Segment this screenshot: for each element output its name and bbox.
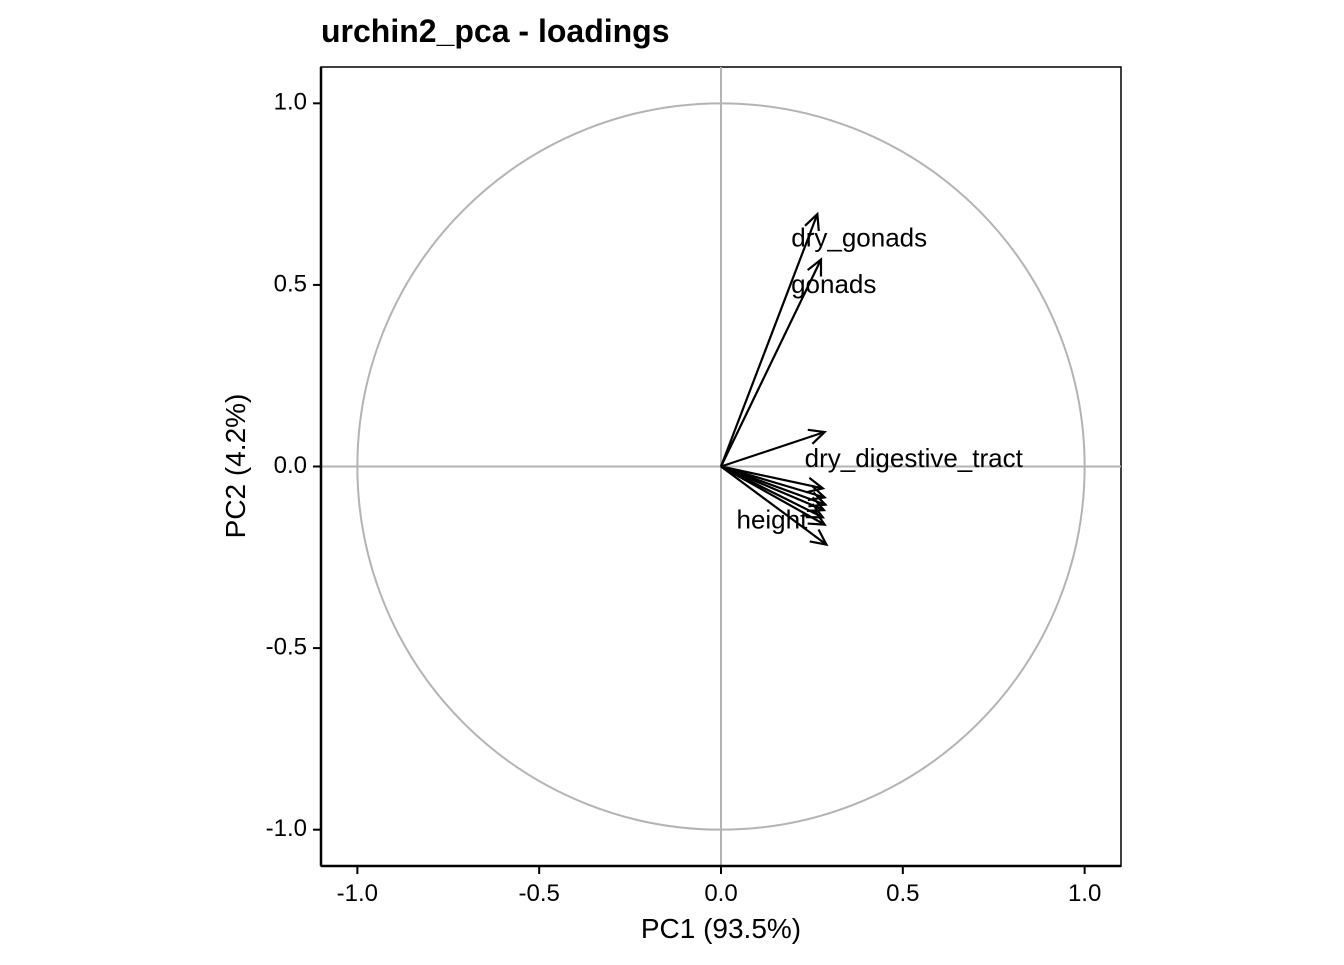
y-tick-label: -1.0 <box>266 815 307 842</box>
x-tick-label: -1.0 <box>337 880 378 907</box>
arrow-head <box>807 510 827 526</box>
loading-label: gonads <box>791 269 876 299</box>
x-tick-label: -0.5 <box>519 880 560 907</box>
arrow-head <box>807 428 828 445</box>
loading-arrow <box>720 465 827 512</box>
y-tick-label: 0.5 <box>274 270 307 297</box>
chart-title: urchin2_pca - loadings <box>321 13 670 49</box>
loading-arrow <box>720 465 827 526</box>
arrow-head <box>807 257 823 277</box>
x-tick-label: 1.0 <box>1068 880 1101 907</box>
arrow-head <box>806 496 827 512</box>
x-axis-label: PC1 (93.5%) <box>641 913 801 944</box>
loading-arrow <box>720 428 828 468</box>
arrow-shaft <box>720 465 826 526</box>
arrow-shaft <box>720 465 824 490</box>
y-axis-label: PC2 (4.2%) <box>220 394 251 539</box>
loading-label: dry_digestive_tract <box>805 443 1024 473</box>
arrow-head <box>804 211 820 232</box>
arrow-shaft <box>720 465 828 546</box>
arrow-head <box>806 477 826 494</box>
arrow-shaft <box>720 430 825 468</box>
loading-label: dry_gonads <box>791 222 927 252</box>
x-axis: -1.0 -0.5 0.0 0.5 1.0 <box>321 864 1121 907</box>
loading-arrow <box>720 465 826 494</box>
x-tick-label: 0.5 <box>886 880 919 907</box>
loading-arrow <box>719 211 820 467</box>
unit-circle <box>356 102 1086 831</box>
y-axis: -1.0 -0.5 0.0 0.5 1.0 <box>266 67 323 866</box>
loading-label: height <box>736 505 808 535</box>
y-tick-label: -0.5 <box>266 633 307 660</box>
loading-arrow <box>720 257 823 467</box>
loading-arrow <box>720 465 829 547</box>
arrow-head <box>809 529 829 547</box>
arrow-shaft <box>719 213 819 467</box>
y-tick-label: 0.0 <box>274 452 307 479</box>
x-tick-label: 0.0 <box>704 880 737 907</box>
arrow-shaft <box>720 465 825 512</box>
arrow-shaft <box>720 259 822 467</box>
y-tick-label: 1.0 <box>274 89 307 116</box>
